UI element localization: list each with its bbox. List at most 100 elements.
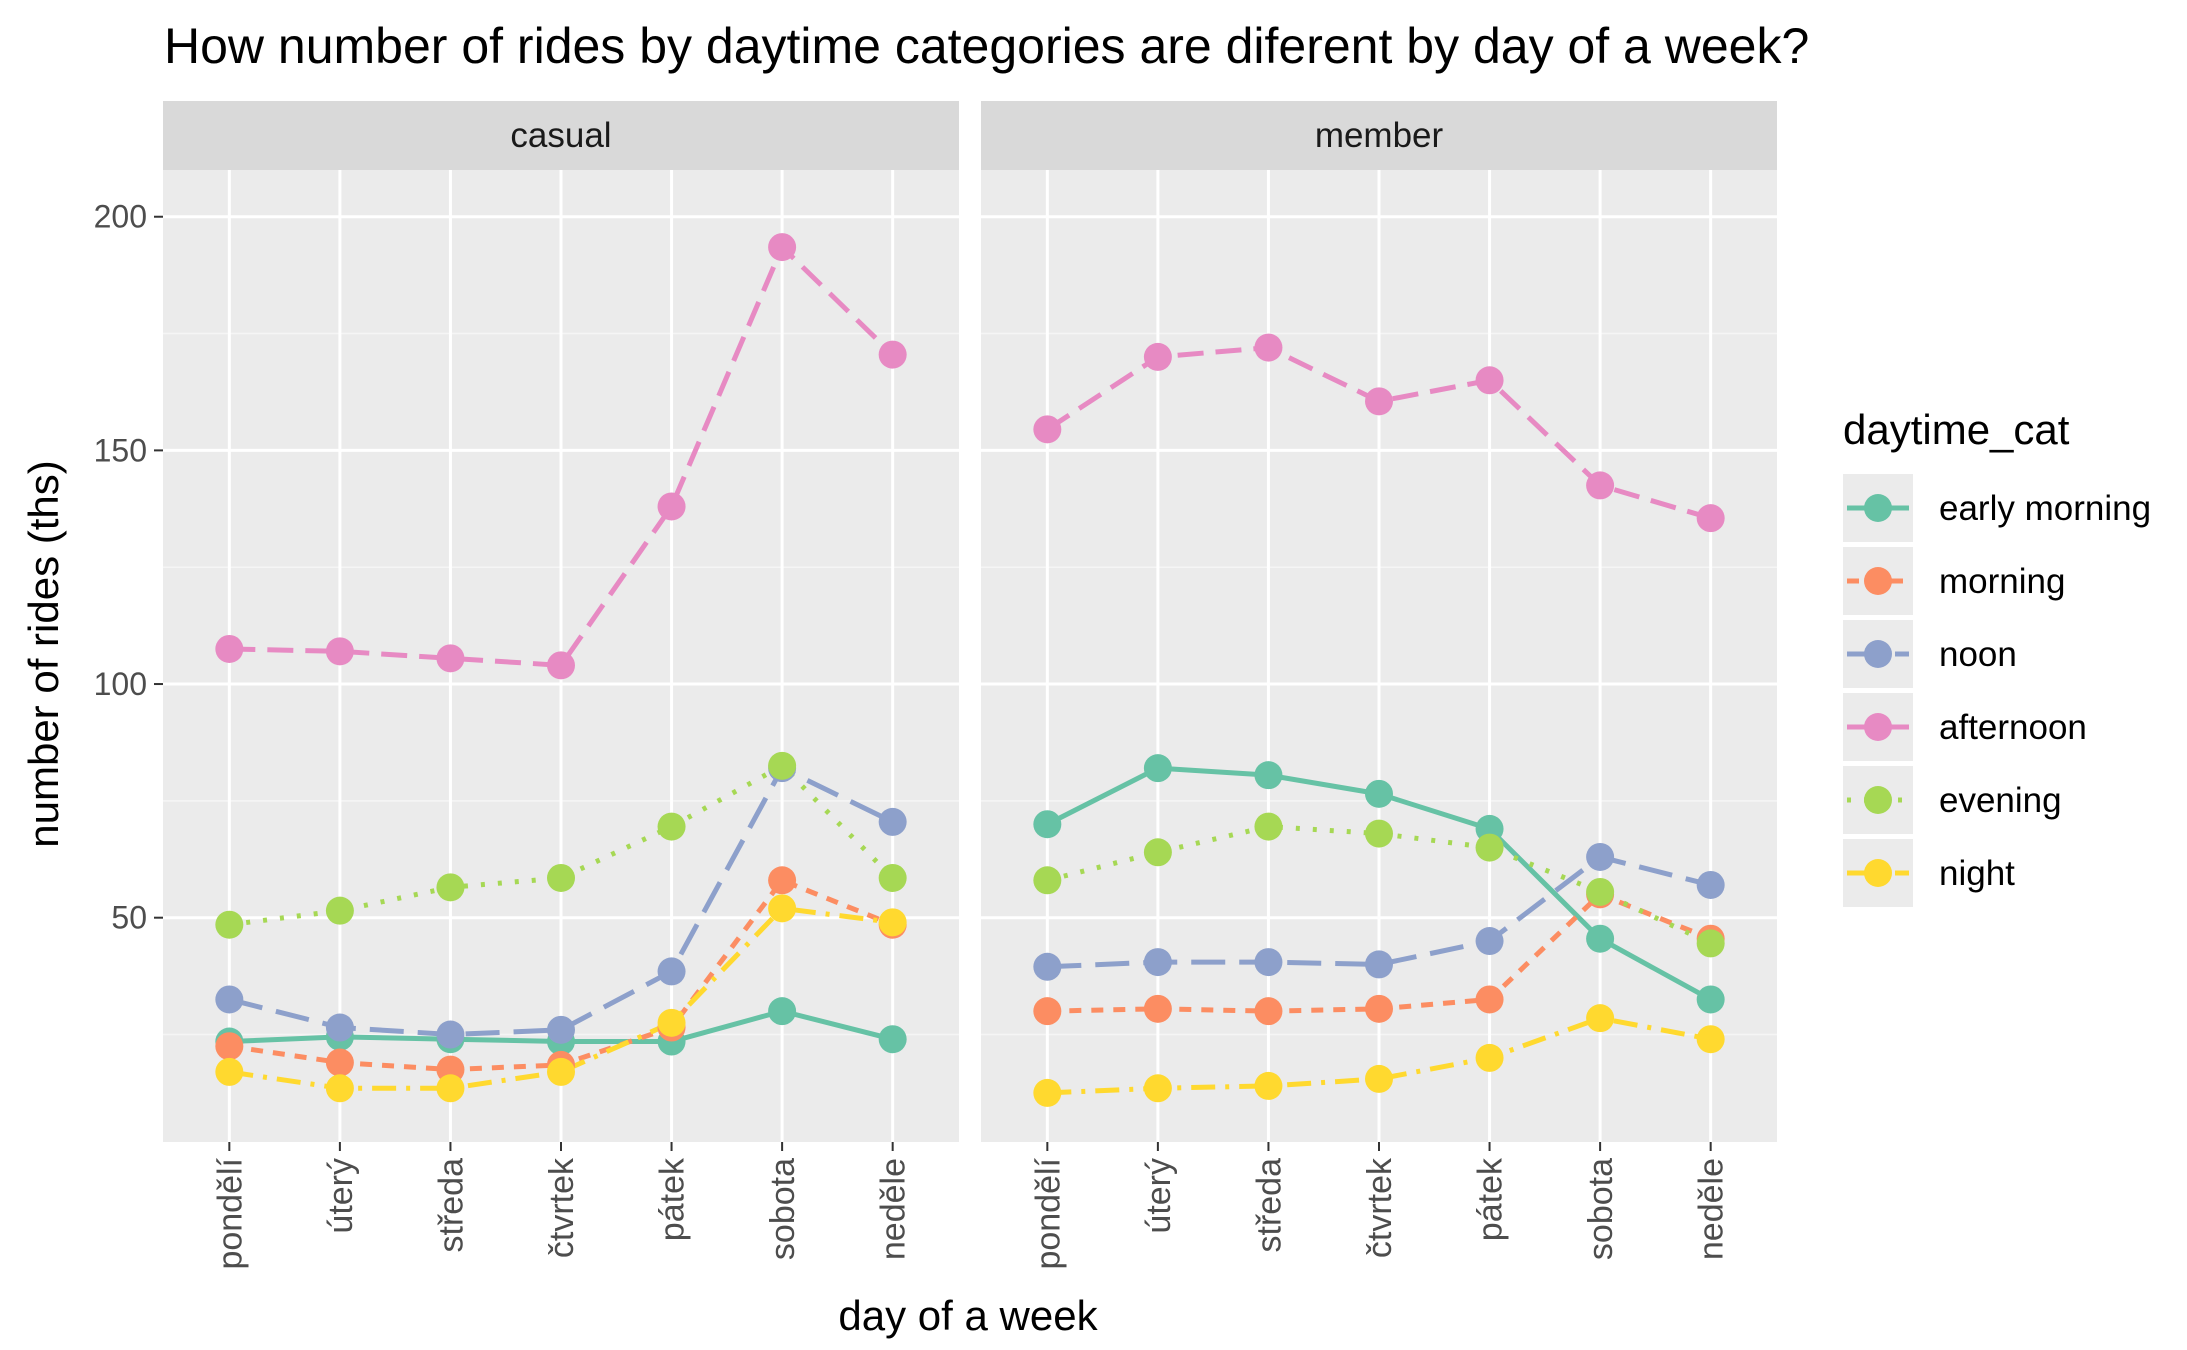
data-point-member-evening (1033, 866, 1062, 895)
data-point-casual-night (436, 1074, 465, 1103)
panels: casual pondělí úterý středa čtvrtek pátek sobo… (94, 101, 1777, 1270)
data-point-member-night (1365, 1064, 1393, 1093)
data-point-member-afternoon (1475, 366, 1504, 395)
x-tick-label: středa (432, 1158, 470, 1253)
data-point-casual-afternoon (215, 634, 244, 663)
data-point-casual-evening (657, 812, 686, 841)
data-point-casual-night (325, 1074, 354, 1103)
data-point-member-evening (1696, 929, 1725, 958)
data-point-casual-night (215, 1057, 244, 1086)
y-tick-label: 50 (111, 900, 147, 936)
x-axis-title: day of a week (838, 1292, 1098, 1339)
x-tick-label: pátek (654, 1157, 692, 1241)
x-tick-label: sobota (1582, 1158, 1620, 1260)
x-tick-label: pátek (1472, 1157, 1510, 1241)
legend-item-morning: morning (1843, 547, 2065, 615)
data-point-member-night (1143, 1074, 1172, 1103)
data-point-member-evening (1586, 877, 1615, 906)
legend-label: morning (1939, 562, 2065, 601)
data-point-member-night (1254, 1071, 1283, 1100)
data-point-casual-noon (657, 957, 686, 986)
data-point-casual-noon (436, 1020, 465, 1049)
data-point-member-noon (1365, 950, 1393, 979)
legend: daytime_cat early morning morning noon afte… (1840, 406, 2180, 910)
data-point-member-evening (1254, 812, 1283, 841)
panel-casual: casual pondělí úterý středa čtvrtek pátek sobo… (163, 101, 959, 1270)
strip-label-casual: casual (510, 116, 611, 155)
legend-item-afternoon: afternoon (1843, 693, 2087, 761)
data-point-casual-noon (547, 1015, 575, 1044)
data-point-member-morning (1475, 985, 1504, 1014)
y-tick-label: 200 (94, 199, 147, 235)
strip-member (981, 101, 1777, 170)
data-point-casual-early-morning (768, 997, 797, 1026)
data-point-casual-evening (547, 863, 575, 892)
y-axis: 50 100 150 200 (94, 199, 163, 936)
legend-item-night: night (1843, 839, 2015, 907)
data-point-member-noon (1696, 870, 1725, 899)
data-point-member-night (1696, 1025, 1725, 1054)
data-point-casual-evening (215, 910, 244, 939)
data-point-casual-noon (215, 985, 244, 1014)
data-point-member-early-morning (1143, 754, 1172, 783)
legend-label: night (1939, 854, 2015, 893)
data-point-casual-night (768, 894, 797, 923)
data-point-casual-night (547, 1057, 575, 1086)
y-tick-label: 150 (94, 432, 147, 468)
x-tick-label: čtvrtek (1361, 1157, 1399, 1258)
legend-key-point (1864, 567, 1892, 595)
data-point-casual-evening (768, 751, 797, 780)
legend-label: afternoon (1939, 708, 2087, 747)
x-tick-label: neděle (1693, 1158, 1731, 1260)
data-point-member-noon (1143, 948, 1172, 977)
x-tick-label: pondělí (1029, 1157, 1067, 1269)
x-tick-label: sobota (764, 1158, 802, 1260)
legend-title: daytime_cat (1843, 406, 2070, 453)
data-point-member-night (1033, 1078, 1062, 1107)
data-point-member-early-morning (1033, 810, 1062, 839)
data-point-casual-night (657, 1008, 686, 1037)
data-point-casual-evening (436, 873, 465, 902)
data-point-casual-night (878, 908, 907, 937)
data-point-member-afternoon (1586, 471, 1615, 500)
data-point-casual-noon (325, 1013, 354, 1042)
data-point-member-noon (1033, 952, 1062, 981)
data-point-member-early-morning (1696, 985, 1725, 1014)
data-point-casual-evening (878, 863, 907, 892)
data-point-member-noon (1254, 948, 1283, 977)
legend-key-point (1864, 640, 1892, 668)
data-point-member-morning (1254, 997, 1283, 1026)
x-tick-label: úterý (322, 1158, 360, 1234)
legend-key-point (1864, 859, 1892, 887)
data-point-member-evening (1143, 838, 1172, 867)
data-point-member-night (1475, 1043, 1504, 1072)
x-tick-label: pondělí (211, 1157, 249, 1269)
chart-title: How number of rides by daytime categorie… (164, 18, 1809, 74)
data-point-member-evening (1365, 819, 1393, 848)
data-point-casual-afternoon (547, 651, 575, 680)
legend-label: early morning (1939, 489, 2151, 528)
data-point-member-afternoon (1696, 504, 1725, 533)
data-point-member-morning (1033, 997, 1062, 1026)
data-point-member-morning (1143, 994, 1172, 1023)
data-point-member-night (1586, 1004, 1615, 1033)
data-point-member-afternoon (1033, 415, 1062, 444)
data-point-member-noon (1475, 927, 1504, 956)
data-point-member-afternoon (1365, 387, 1393, 416)
data-point-member-evening (1475, 833, 1504, 862)
data-point-casual-afternoon (657, 492, 686, 521)
y-axis-title: number of rides (ths) (20, 460, 67, 847)
x-tick-label: úterý (1140, 1158, 1178, 1234)
data-point-member-early-morning (1586, 924, 1615, 953)
legend-item-noon: noon (1843, 620, 2017, 688)
data-point-casual-afternoon (325, 637, 354, 666)
data-point-member-afternoon (1143, 342, 1172, 371)
strip-label-member: member (1315, 116, 1444, 155)
data-point-casual-morning (325, 1048, 354, 1077)
data-point-casual-noon (878, 807, 907, 836)
data-point-member-early-morning (1365, 779, 1393, 808)
x-tick-label: čtvrtek (543, 1157, 581, 1258)
data-point-member-afternoon (1254, 333, 1283, 362)
x-tick-label: neděle (875, 1158, 913, 1260)
